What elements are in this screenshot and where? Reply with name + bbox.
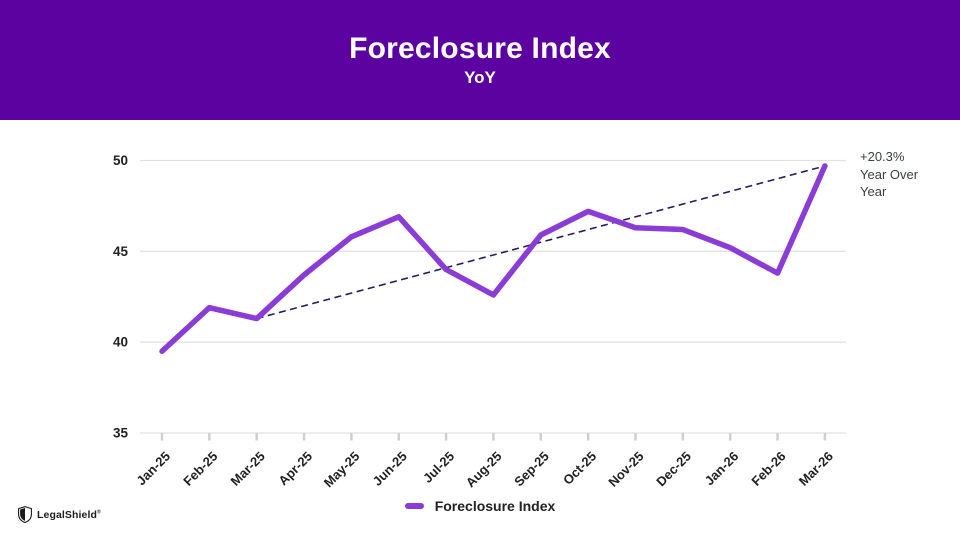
trend-line	[256, 165, 826, 320]
series-line	[159, 163, 828, 354]
x-axis-label: Feb-25	[180, 449, 220, 489]
x-axis-label: Sep-25	[511, 449, 552, 490]
x-axis-label: Jul-25	[420, 449, 457, 486]
y-axis-label: 45	[113, 244, 129, 259]
page-subtitle: YoY	[464, 68, 496, 87]
shield-icon	[18, 506, 32, 523]
brand-logo: LegalShield®	[18, 506, 101, 523]
yoy-annotation: +20.3% Year Over Year	[860, 149, 919, 199]
x-axis-label: Aug-25	[463, 449, 505, 491]
x-axis-label: Dec-25	[653, 449, 694, 490]
x-axis-label: Jun-25	[370, 449, 410, 489]
x-axis-label: Mar-26	[796, 449, 836, 489]
trademark-symbol: ®	[97, 509, 101, 515]
x-axis-label: Feb-26	[748, 449, 788, 489]
brand-name: LegalShield®	[37, 508, 101, 521]
y-axis-label: 50	[113, 153, 128, 168]
x-axis-label: Jan-26	[702, 449, 742, 489]
legend-label: Foreclosure Index	[434, 498, 556, 514]
x-axis-label: Jan-25	[133, 449, 173, 489]
header-banner: Foreclosure Index YoY	[0, 0, 960, 120]
x-axis-label: Oct-25	[560, 449, 599, 488]
x-axis-label: Nov-25	[605, 449, 646, 490]
y-axis-label: 40	[113, 335, 128, 350]
legend-swatch	[404, 502, 424, 510]
page-title: Foreclosure Index	[349, 32, 611, 65]
y-axis-label: 35	[113, 426, 129, 441]
x-axis-label: May-25	[321, 449, 363, 491]
x-axis-label: Apr-25	[275, 449, 315, 489]
x-axis-label: Mar-25	[228, 449, 268, 489]
chart-legend: Foreclosure Index	[0, 498, 960, 514]
